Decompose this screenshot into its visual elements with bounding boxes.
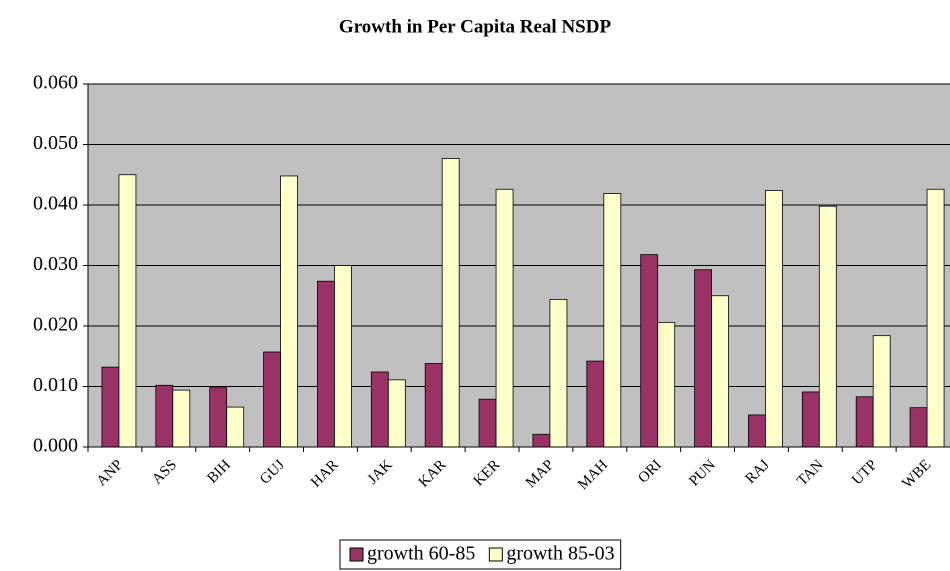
x-tick-label: GUJ [257,457,288,488]
bar [657,321,676,448]
bar [586,360,605,448]
y-tick-label: 0.060 [33,72,78,94]
y-tick-label: 0.010 [33,374,78,396]
bar [495,188,514,448]
bar [640,254,659,448]
bar [748,414,766,448]
chart-title: Growth in Per Capita Real NSDP [339,16,612,37]
x-tick-label: PUN [686,457,719,490]
bar [478,398,497,448]
bar [118,174,137,448]
y-tick-label: 0.050 [33,132,78,154]
legend-swatch [349,547,364,562]
bar [209,387,228,448]
x-tick-label: WBE [899,457,934,492]
bar [441,158,460,448]
bar [334,265,352,448]
x-tick-label: KER [471,457,504,490]
bar [694,269,712,448]
bar [263,351,281,448]
bar [855,396,874,448]
bar [532,433,551,448]
y-tick-label: 0.000 [33,435,78,457]
bar [765,190,783,448]
legend: growth 60-85 growth 85-03 [339,539,622,570]
x-tick-label: MAH [575,457,611,493]
legend-swatch [488,547,503,562]
bar [818,205,837,448]
bar [711,295,729,448]
bar [549,298,568,448]
bar [872,335,891,448]
y-tick-label: 0.040 [33,193,78,215]
bar [155,384,174,448]
x-tick-label: BIH [204,457,234,487]
bar [226,406,245,448]
y-tick-label: 0.030 [33,253,78,275]
bar [926,188,945,448]
bar [603,193,622,448]
bar [370,371,389,448]
legend-box [339,539,622,570]
x-tick-label: TAN [794,457,826,489]
bar [387,379,406,448]
bar [801,391,820,448]
bar [172,389,191,448]
x-tick-label: UTP [849,457,880,488]
x-tick-label: RAJ [743,457,773,487]
x-tick-label: KAR [416,457,450,491]
x-tick-label: JAK [365,457,396,488]
y-tick-label: 0.020 [33,314,78,336]
x-tick-label: MAP [523,457,557,491]
x-tick-label: ORI [635,457,665,487]
x-tick-label: HAR [308,457,342,491]
bar [424,363,443,448]
x-tick-label: ASS [149,457,180,488]
legend-label: growth 85-03 [506,543,614,565]
bar [317,280,335,448]
bar [909,407,928,448]
x-tick-label: ANP [94,457,127,490]
bar [101,366,120,448]
bar [280,175,298,448]
legend-label: growth 60-85 [367,543,475,565]
